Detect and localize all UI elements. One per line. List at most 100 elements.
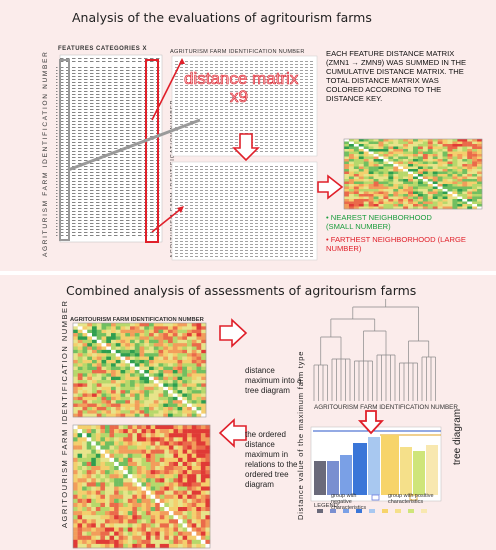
heatmap-cell [472, 139, 478, 142]
heatmap-cell [168, 498, 174, 504]
heatmap-cell [106, 410, 112, 414]
heatmap-cell [173, 531, 179, 536]
heatmap-cell [172, 403, 178, 408]
heatmap-cell [163, 333, 169, 337]
heatmap-cell [196, 515, 202, 520]
heatmap-cell [118, 474, 124, 479]
heatmap-cell [477, 159, 483, 162]
heatmap-cell [393, 169, 399, 172]
heatmap-cell [168, 376, 173, 381]
heatmap-cell [134, 349, 140, 354]
heatmap-cell [159, 433, 165, 438]
heatmap-cell [168, 393, 173, 398]
heatmap-cell [87, 400, 93, 404]
heatmap-cell [178, 457, 183, 463]
heatmap-cell [173, 535, 179, 540]
heatmap-cell [168, 527, 174, 532]
heatmap-cell [191, 461, 197, 467]
heatmap-cell [393, 139, 399, 142]
heatmap-cell [187, 429, 192, 434]
heatmap-cell [95, 539, 101, 545]
heatmap-cell [139, 356, 145, 361]
heatmap-cell [408, 176, 414, 180]
heatmap-cell [106, 400, 112, 404]
heatmap-cell [106, 383, 112, 387]
heatmap-cell [87, 410, 93, 414]
heatmap-cell [132, 507, 138, 512]
heatmap-cell [95, 543, 101, 549]
heatmap-cell [114, 478, 119, 483]
heatmap-cell [164, 437, 170, 442]
heatmap-cell [182, 539, 188, 545]
heatmap-cell [452, 191, 458, 195]
heatmap-cell [73, 474, 78, 479]
heatmap-cell [191, 523, 197, 528]
heatmap-cell [403, 201, 409, 205]
heatmap-cell [388, 146, 394, 150]
heatmap-cell [200, 502, 206, 508]
heatmap-cell [442, 141, 448, 145]
heatmap-cell [344, 184, 350, 187]
heatmap-cell [408, 146, 414, 150]
heatmap-cell [196, 370, 202, 374]
heatmap-cell [95, 474, 101, 479]
heatmap-cell [141, 511, 147, 516]
heatmap-cell [408, 171, 414, 175]
heatmap-cell [106, 380, 112, 384]
heatmap-cell [200, 449, 206, 454]
heatmap-cell [86, 486, 92, 491]
heatmap-cell [368, 191, 374, 195]
heatmap-cell [378, 174, 384, 177]
heatmap-cell [115, 359, 121, 364]
heatmap-cell [77, 449, 83, 454]
heatmap-cell [172, 343, 178, 347]
heatmap-cell [77, 376, 83, 381]
heatmap-cell [196, 359, 202, 364]
heatmap-cell [398, 204, 404, 207]
heatmap-cell [413, 159, 419, 162]
heatmap-cell [82, 390, 88, 394]
heatmap-cell [363, 191, 369, 195]
heatmap-cell [383, 166, 389, 170]
heatmap-cell [130, 376, 135, 381]
heatmap-cell [150, 535, 156, 540]
heatmap-cell [457, 201, 463, 205]
heatmap-cell [163, 363, 169, 367]
heatmap-cell [432, 204, 438, 207]
heatmap-cell [187, 457, 192, 463]
heatmap-cell [73, 363, 78, 367]
heatmap-cell [432, 186, 438, 190]
heatmap-cell [127, 523, 133, 528]
heatmap-cell [130, 393, 135, 398]
heatmap-cell [378, 184, 384, 187]
heatmap-cell [373, 201, 379, 205]
heatmap-cell [177, 380, 183, 384]
heatmap-cell [378, 189, 384, 192]
heatmap-cell [168, 356, 173, 361]
heatmap-cell [114, 502, 119, 508]
heatmap-cell [383, 196, 389, 200]
heatmap-cell [95, 515, 101, 520]
heatmap-cell [427, 189, 433, 192]
heatmap-cell [187, 453, 192, 458]
heatmap-cell [149, 349, 154, 354]
heatmap-cell [452, 171, 458, 175]
heatmap-cell [92, 376, 97, 381]
heatmap-cell [373, 186, 379, 190]
heatmap-cell [467, 196, 473, 200]
heatmap-cell [163, 406, 169, 411]
heatmap-cell [442, 156, 448, 160]
heatmap-cell [363, 171, 369, 175]
heatmap-cell [398, 161, 404, 165]
heatmap-cell [96, 406, 102, 411]
heatmap-cell [100, 515, 106, 520]
heatmap-cell [413, 181, 419, 185]
heatmap-cell [442, 149, 448, 152]
heatmap-cell [173, 478, 179, 483]
heatmap-cell [363, 179, 369, 182]
heatmap-cell [187, 396, 192, 401]
heatmap-cell [182, 326, 188, 330]
heatmap-cell [201, 386, 207, 391]
heatmap-cell [358, 144, 364, 147]
heatmap-cell [82, 370, 88, 374]
